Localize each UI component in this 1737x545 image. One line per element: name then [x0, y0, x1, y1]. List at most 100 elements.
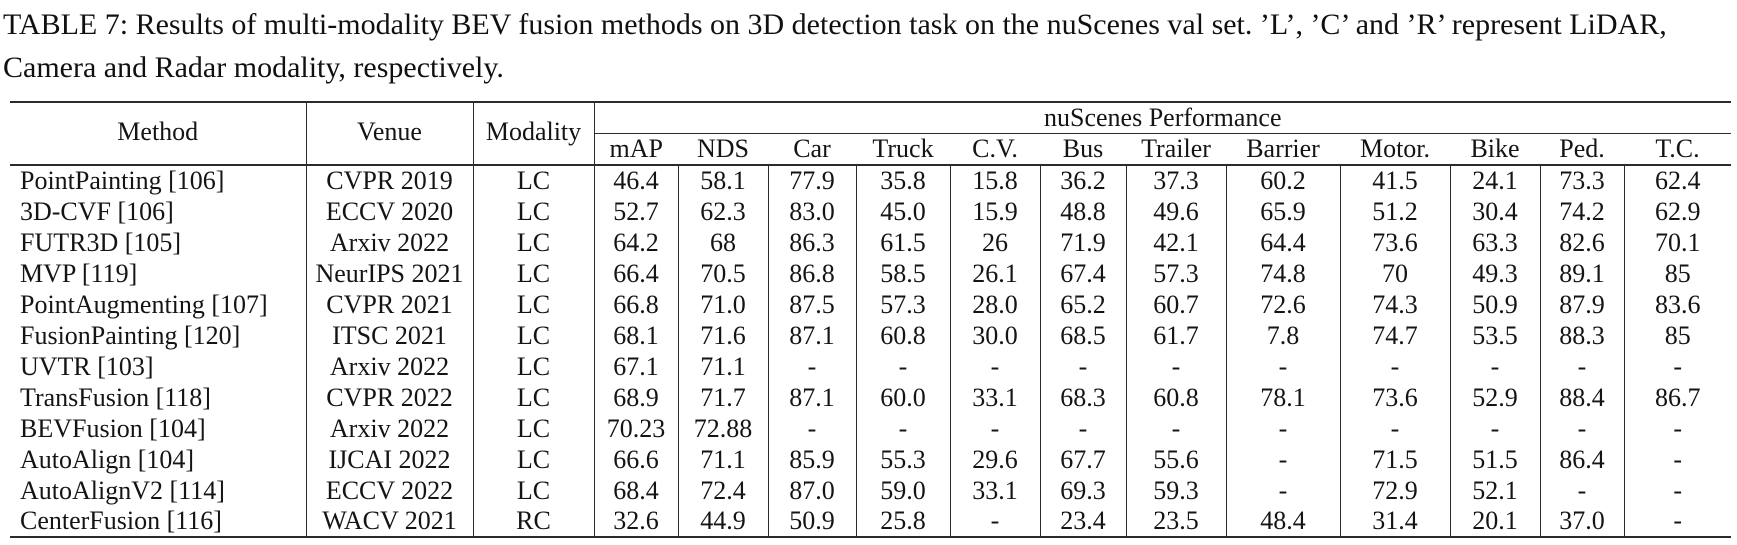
- value-cell: 49.6: [1126, 196, 1227, 228]
- value-cell: 71.6: [678, 320, 769, 352]
- value-cell: 68.9: [594, 382, 679, 414]
- method-cell: PointAugmenting [107]: [10, 289, 307, 321]
- value-cell: -: [856, 351, 951, 383]
- value-cell: -: [1673, 444, 1683, 474]
- value-cell: 87.5: [768, 289, 857, 321]
- value-cell: 33.1: [950, 475, 1041, 507]
- value-cell: -: [1226, 444, 1341, 476]
- value-cell: 48.4: [1226, 506, 1341, 538]
- value-cell: 37.3: [1126, 165, 1227, 197]
- modality-cell: LC: [473, 475, 595, 507]
- value-cell: 50.9: [768, 506, 857, 538]
- value-cell: 52.1: [1450, 475, 1541, 507]
- value-cell: -: [950, 351, 1041, 383]
- col-header-method: Method: [10, 102, 307, 167]
- value-cell: 86.3: [768, 227, 857, 259]
- col-header-nds: NDS: [678, 133, 768, 167]
- value-cell: -: [1540, 351, 1625, 383]
- table-caption: TABLE 7: Results of multi-modality BEV f…: [3, 8, 1667, 84]
- method-cell: PointPainting [106]: [10, 165, 307, 197]
- value-cell: 71.5: [1340, 444, 1451, 476]
- value-cell: 68.3: [1040, 382, 1127, 414]
- value-cell: 30.4: [1450, 196, 1541, 228]
- value-cell: 26.1: [950, 258, 1041, 290]
- value-cell: 28.0: [950, 289, 1041, 321]
- value-cell: 83.0: [768, 196, 857, 228]
- value-cell: 70.1: [1655, 227, 1701, 257]
- value-cell: 35.8: [856, 165, 951, 197]
- col-header-truck: Truck: [856, 133, 950, 167]
- value-cell: -: [1126, 351, 1227, 383]
- table-row: CenterFusion [116] WACV 2021 RC 32.6 44.9 50.…: [10, 506, 1731, 538]
- value-cell: 72.88: [678, 413, 769, 445]
- value-cell: -: [768, 413, 857, 445]
- value-cell: -: [1673, 351, 1683, 381]
- value-cell: 23.4: [1040, 506, 1127, 538]
- value-cell: 52.7: [594, 196, 679, 228]
- perf-header-row: mAP NDS Car Truck C.V. Bus Trailer Barrier Motor…: [10, 133, 1732, 167]
- modality-cell: LC: [473, 351, 595, 383]
- venue-cell: WACV 2021: [306, 506, 474, 538]
- col-header-motor: Motor.: [1340, 133, 1450, 167]
- value-cell: 87.0: [768, 475, 857, 507]
- value-cell: -: [1673, 506, 1683, 536]
- value-cell: 62.3: [678, 196, 769, 228]
- value-cell: -: [1540, 413, 1625, 445]
- value-cell: -: [856, 413, 951, 445]
- venue-cell: CVPR 2021: [306, 289, 474, 321]
- value-cell: 45.0: [856, 196, 951, 228]
- value-cell: 55.3: [856, 444, 951, 476]
- col-header-trailer: Trailer: [1126, 133, 1226, 167]
- modality-cell: LC: [473, 227, 595, 259]
- value-cell: 66.6: [594, 444, 679, 476]
- value-cell: 87.1: [768, 382, 857, 414]
- value-cell: 67.1: [594, 351, 679, 383]
- venue-cell: ECCV 2020: [306, 196, 474, 228]
- value-cell: 46.4: [594, 165, 679, 197]
- venue-cell: Arxiv 2022: [306, 413, 474, 445]
- value-cell: 77.9: [768, 165, 857, 197]
- value-cell: 73.3: [1540, 165, 1625, 197]
- value-cell: 51.2: [1340, 196, 1451, 228]
- value-cell: -: [1226, 413, 1341, 445]
- value-cell: 60.0: [856, 382, 951, 414]
- value-cell: 68.4: [594, 475, 679, 507]
- table-row: 3D-CVF [106] ECCV 2020 LC 52.7 62.3 83.0 45.0 1…: [10, 196, 1731, 228]
- method-cell: CenterFusion [116]: [10, 506, 307, 538]
- value-cell: 63.3: [1450, 227, 1541, 259]
- table-row: AutoAlign [104] IJCAI 2022 LC 66.6 71.1 85.9 5…: [10, 444, 1731, 476]
- table-row: TransFusion [118] CVPR 2022 LC 68.9 71.7 87.1…: [10, 382, 1731, 414]
- value-cell: -: [1450, 413, 1541, 445]
- value-cell: 23.5: [1126, 506, 1227, 538]
- value-cell: 68.5: [1040, 320, 1127, 352]
- value-cell: 51.5: [1450, 444, 1541, 476]
- value-cell: 33.1: [950, 382, 1041, 414]
- value-cell: 87.1: [768, 320, 857, 352]
- value-cell: 32.6: [594, 506, 679, 538]
- method-cell: 3D-CVF [106]: [10, 196, 307, 228]
- value-cell: 82.6: [1540, 227, 1625, 259]
- value-cell: 48.8: [1040, 196, 1127, 228]
- table-row: FUTR3D [105] Arxiv 2022 LC 64.2 68 86.3 61.5 26…: [10, 227, 1731, 259]
- table-row: MVP [119] NeurIPS 2021 LC 66.4 70.5 86.8 58.5 2…: [10, 258, 1731, 290]
- col-header-bus: Bus: [1040, 133, 1126, 167]
- value-cell: 78.1: [1226, 382, 1341, 414]
- value-cell: 66.8: [594, 289, 679, 321]
- value-cell: -: [950, 506, 1041, 538]
- value-cell: 87.9: [1540, 289, 1625, 321]
- value-cell: -: [1040, 351, 1127, 383]
- value-cell: 59.0: [856, 475, 951, 507]
- value-cell: 74.7: [1340, 320, 1451, 352]
- table-row: FusionPainting [120] ITSC 2021 LC 68.1 71.6 8…: [10, 320, 1731, 352]
- col-header-modality: Modality: [473, 102, 595, 167]
- value-cell: 65.2: [1040, 289, 1127, 321]
- value-cell: -: [1340, 413, 1451, 445]
- value-cell: 73.6: [1340, 227, 1451, 259]
- table-row: UVTR [103] Arxiv 2022 LC 67.1 71.1- - - - - - - - - -: [10, 351, 1731, 383]
- col-header-tc: T.C.: [1624, 133, 1732, 167]
- venue-cell: IJCAI 2022: [306, 444, 474, 476]
- value-cell: 41.5: [1340, 165, 1451, 197]
- value-cell: 70: [1340, 258, 1451, 290]
- value-cell: 60.7: [1126, 289, 1227, 321]
- modality-cell: LC: [473, 165, 595, 197]
